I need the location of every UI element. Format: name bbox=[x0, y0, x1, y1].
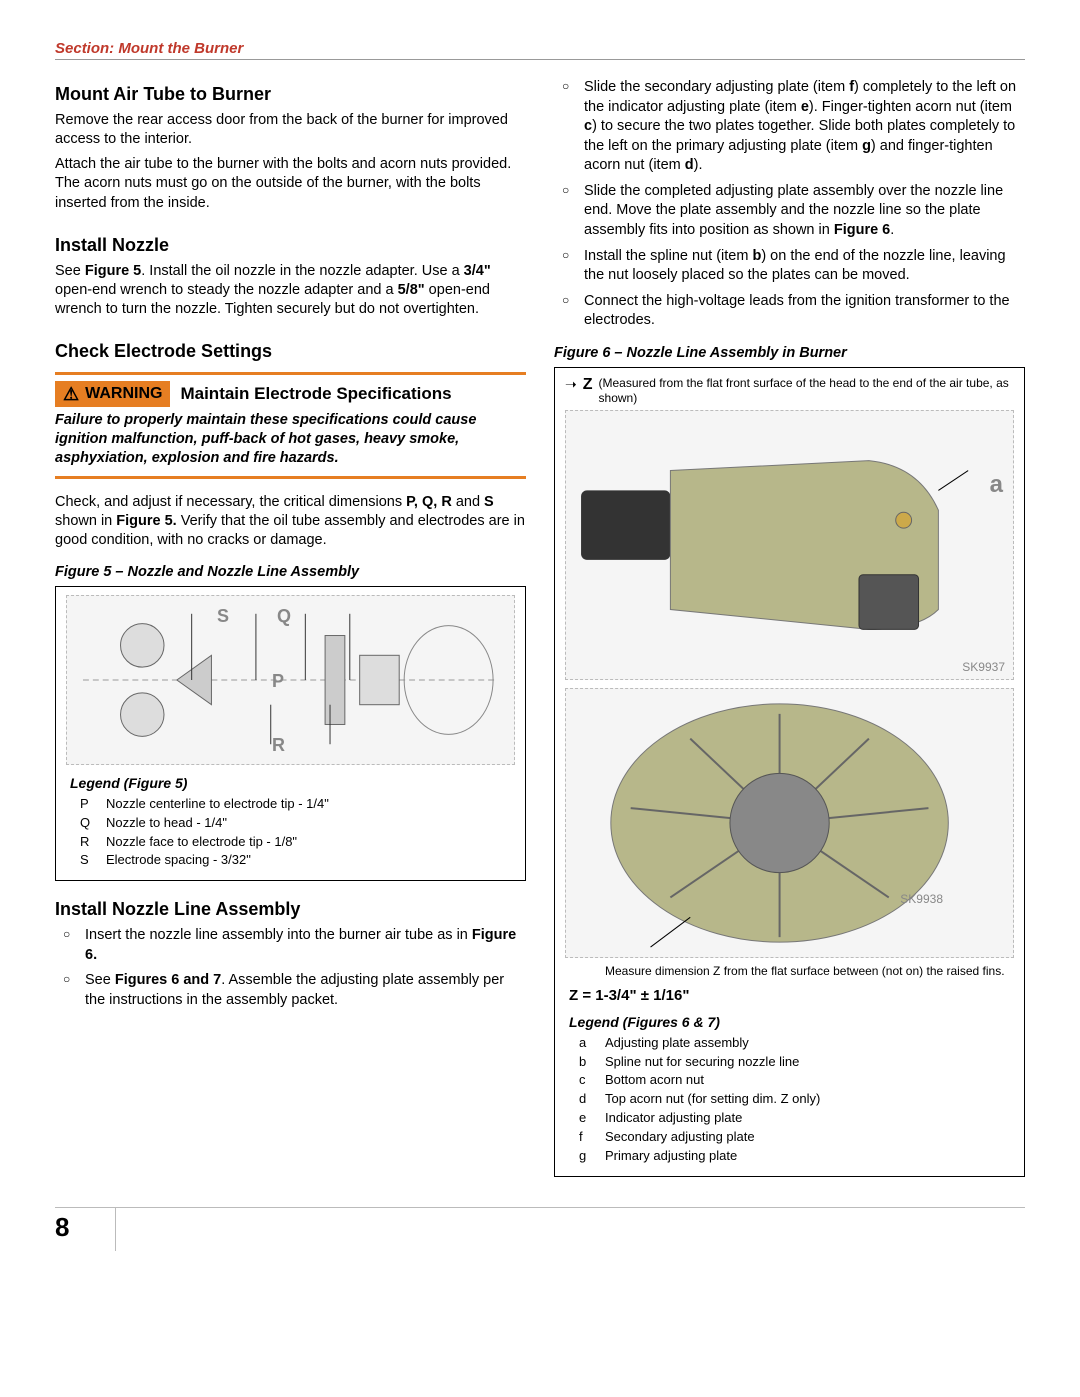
warning-title: Maintain Electrode Specifications bbox=[180, 384, 451, 404]
figure6-box: ➝ Z (Measured from the flat front surfac… bbox=[554, 367, 1025, 1177]
section-header: Section: Mount the Burner bbox=[55, 40, 1025, 60]
fig6b-illustration bbox=[566, 689, 1013, 957]
fig5-label-r: R bbox=[272, 735, 285, 756]
legend-row: PNozzle centerline to electrode tip - 1/… bbox=[80, 795, 515, 814]
warning-bar-bottom bbox=[55, 476, 526, 479]
figure67-legend: aAdjusting plate assembly bSpline nut fo… bbox=[579, 1034, 1014, 1166]
legend-row: gPrimary adjusting plate bbox=[579, 1147, 1014, 1166]
warning-header: ⚠ WARNING Maintain Electrode Specificati… bbox=[55, 381, 526, 407]
fig6-top-note: ➝ Z (Measured from the flat front surfac… bbox=[565, 376, 1014, 406]
legend-row: SElectrode spacing - 3/32" bbox=[80, 851, 515, 870]
warning-text: Failure to properly maintain these speci… bbox=[55, 411, 526, 468]
figure5-legend-title: Legend (Figure 5) bbox=[70, 775, 515, 791]
fig6-z-label: Z bbox=[583, 376, 593, 394]
list-item: Insert the nozzle line assembly into the… bbox=[55, 926, 526, 965]
paragraph: Remove the rear access door from the bac… bbox=[55, 111, 526, 149]
legend-row: fSecondary adjusting plate bbox=[579, 1128, 1014, 1147]
heading-install-nozzle-line: Install Nozzle Line Assembly bbox=[55, 899, 526, 920]
fig5-label-p: P bbox=[272, 671, 284, 692]
figure5-caption: Figure 5 – Nozzle and Nozzle Line Assemb… bbox=[55, 564, 526, 580]
legend-row: bSpline nut for securing nozzle line bbox=[579, 1053, 1014, 1072]
fig6a-illustration bbox=[566, 411, 1013, 679]
page-number: 8 bbox=[55, 1207, 1025, 1243]
fig5-label-s: S bbox=[217, 606, 229, 627]
legend-row: eIndicator adjusting plate bbox=[579, 1109, 1014, 1128]
figure5-legend: PNozzle centerline to electrode tip - 1/… bbox=[80, 795, 515, 870]
fig6-z-note: (Measured from the flat front surface of… bbox=[599, 376, 1014, 406]
figure5-diagram: S Q P R bbox=[66, 595, 515, 765]
paragraph: Attach the air tube to the burner with t… bbox=[55, 155, 526, 212]
figure67-legend-title: Legend (Figures 6 & 7) bbox=[569, 1014, 1014, 1030]
warning-bar-top bbox=[55, 372, 526, 375]
fig5-label-q: Q bbox=[277, 606, 291, 627]
warning-badge: ⚠ WARNING bbox=[55, 381, 170, 407]
warning-triangle-icon: ⚠ bbox=[63, 385, 79, 403]
fig6-bottom-note: Measure dimension Z from the flat surfac… bbox=[605, 964, 1014, 979]
paragraph: Check, and adjust if necessary, the crit… bbox=[55, 493, 526, 550]
heading-mount-air-tube: Mount Air Tube to Burner bbox=[55, 84, 526, 105]
z-dimension: Z = 1-3/4" ± 1/16" bbox=[569, 987, 1014, 1004]
warning-block: ⚠ WARNING Maintain Electrode Specificati… bbox=[55, 372, 526, 479]
list-item: Slide the secondary adjusting plate (ite… bbox=[554, 78, 1025, 176]
right-top-list: Slide the secondary adjusting plate (ite… bbox=[554, 78, 1025, 331]
warning-label: WARNING bbox=[85, 385, 162, 403]
figure5-box: S Q P R bbox=[55, 586, 526, 881]
fig6-ref2: SK9938 bbox=[900, 892, 943, 907]
figure6-bottom-diagram: SK9938 bbox=[565, 688, 1014, 958]
list-item: Slide the completed adjusting plate asse… bbox=[554, 182, 1025, 241]
legend-row: aAdjusting plate assembly bbox=[579, 1034, 1014, 1053]
fig6-label-a: a bbox=[990, 471, 1003, 499]
heading-check-electrode: Check Electrode Settings bbox=[55, 341, 526, 362]
legend-row: RNozzle face to electrode tip - 1/8" bbox=[80, 833, 515, 852]
list-item: Connect the high-voltage leads from the … bbox=[554, 292, 1025, 331]
list-item: See Figures 6 and 7. Assemble the adjust… bbox=[55, 971, 526, 1010]
heading-install-nozzle: Install Nozzle bbox=[55, 235, 526, 256]
legend-row: cBottom acorn nut bbox=[579, 1071, 1014, 1090]
install-line-list: Insert the nozzle line assembly into the… bbox=[55, 926, 526, 1010]
figure6-caption: Figure 6 – Nozzle Line Assembly in Burne… bbox=[554, 345, 1025, 361]
right-column: Slide the secondary adjusting plate (ite… bbox=[554, 74, 1025, 1177]
legend-row: QNozzle to head - 1/4" bbox=[80, 814, 515, 833]
legend-row: dTop acorn nut (for setting dim. Z only) bbox=[579, 1090, 1014, 1109]
fig6-ref1: SK9937 bbox=[962, 660, 1005, 675]
list-item: Install the spline nut (item b) on the e… bbox=[554, 247, 1025, 286]
figure6-top-diagram: a SK9937 bbox=[565, 410, 1014, 680]
content-columns: Mount Air Tube to Burner Remove the rear… bbox=[55, 74, 1025, 1177]
paragraph: See Figure 5. Install the oil nozzle in … bbox=[55, 262, 526, 319]
left-column: Mount Air Tube to Burner Remove the rear… bbox=[55, 74, 526, 1177]
page: Section: Mount the Burner Mount Air Tube… bbox=[0, 0, 1080, 1263]
